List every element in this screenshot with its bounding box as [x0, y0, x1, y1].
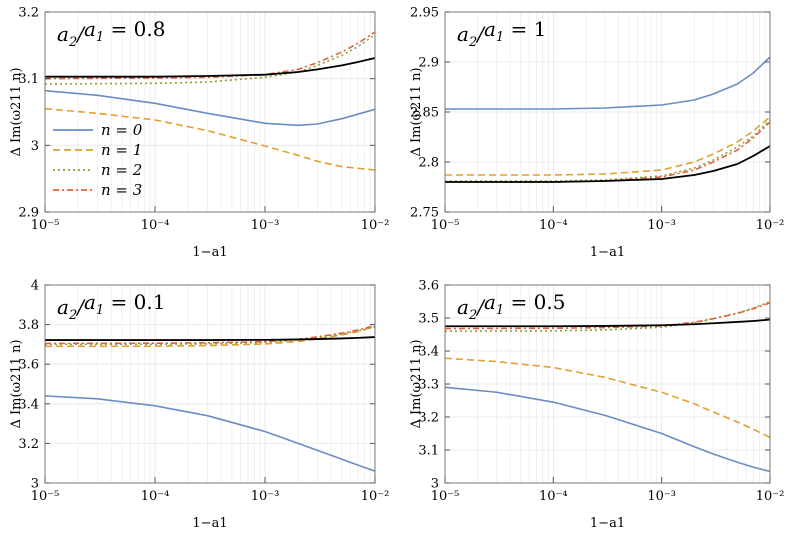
x-tick-label: 10⁻³ — [251, 218, 280, 233]
series-line-n3 — [445, 121, 771, 183]
series-line-n3 — [444, 302, 771, 330]
series-line-exact — [445, 145, 771, 183]
chart-panel-4: 3 3.1 3.2 3.3 3.4 3.5 3.6 10⁻⁵ 10⁻⁴ 10⁻³ 10⁻² 1−a1 Δ… — [409, 279, 784, 532]
series-line-n2 — [445, 119, 771, 182]
series-line-n0 — [445, 56, 771, 110]
y-tick-label: 2.75 — [410, 206, 439, 221]
series-line-n1 — [445, 116, 771, 176]
chart-panel-1: 2.9 3 3.1 3.2 10⁻⁵ 10⁻⁴ 10⁻³ 10⁻² 1−a1 Δ Im(ω211 … — [9, 6, 389, 261]
x-axis-label: 1−a1 — [590, 245, 625, 260]
x-tick-label: 10⁻⁵ — [31, 218, 60, 233]
series-line-n1 — [444, 357, 771, 439]
y-tick-label: 3 — [31, 477, 39, 492]
x-tick-label: 10⁻⁴ — [141, 218, 170, 233]
series-line-n0 — [44, 395, 376, 472]
chart-panel-2: 2.75 2.8 2.85 2.9 2.95 10⁻⁵ 10⁻⁴ 10⁻³ 10⁻² 1−a1 Δ … — [409, 6, 784, 261]
legend-label: n = 2 — [101, 161, 142, 179]
y-tick-label: 3 — [31, 139, 39, 154]
y-tick-label: 2.8 — [418, 156, 439, 171]
y-tick-label: 3.4 — [418, 345, 439, 360]
legend-label: n = 0 — [101, 121, 143, 139]
y-tick-label: 3.4 — [18, 397, 39, 412]
y-tick-label: 3.8 — [18, 318, 39, 333]
legend: n = 0 n = 1 n = 2 n = 3 — [53, 121, 143, 199]
legend-label: n = 1 — [101, 141, 142, 159]
legend-label: n = 3 — [101, 181, 142, 199]
y-axis-label: Δ Im(ω211 n) — [409, 339, 424, 428]
y-axis-label: Δ Im(ω211 n) — [409, 67, 424, 156]
y-tick-label: 3.6 — [418, 279, 439, 294]
series-line-n0 — [444, 386, 771, 473]
y-tick-label: 3.2 — [18, 437, 39, 452]
y-tick-label: 3.3 — [418, 378, 439, 393]
x-tick-label: 10⁻² — [361, 489, 390, 504]
x-tick-label: 10⁻⁵ — [431, 489, 460, 504]
y-tick-label: 3.2 — [18, 6, 39, 21]
series-line-exact — [45, 57, 376, 78]
x-tick-label: 10⁻² — [361, 218, 390, 233]
x-axis-label: 1−a1 — [590, 516, 625, 531]
series-line-exact — [445, 318, 771, 328]
y-tick-label: 3.1 — [418, 444, 439, 459]
panel-title: a2/a1 = 0.8 — [57, 17, 165, 50]
series-line-n2 — [444, 300, 771, 332]
x-tick-label: 10⁻⁵ — [31, 489, 60, 504]
x-axis-label: 1−a1 — [192, 516, 227, 531]
y-tick-label: 2.95 — [410, 6, 439, 21]
x-tick-label: 10⁻³ — [251, 489, 280, 504]
series-line-n1 — [44, 107, 376, 171]
y-tick-label: 3.6 — [18, 358, 39, 373]
panel-title: a2/a1 = 0.1 — [57, 290, 165, 323]
y-tick-label: 3.2 — [418, 411, 439, 426]
y-tick-label: 3.5 — [418, 312, 439, 327]
panel-title: a2/a1 = 0.5 — [457, 290, 565, 323]
x-tick-label: 10⁻⁴ — [141, 489, 170, 504]
chart-panel-3: 3 3.2 3.4 3.6 3.8 4 10⁻⁵ 10⁻⁴ 10⁻³ 10⁻² 1−a1 Δ Im(ω… — [9, 279, 389, 532]
plot-frame — [44, 11, 376, 213]
plot-frame — [44, 284, 376, 484]
y-tick-label: 4 — [31, 279, 39, 294]
series-line-n3 — [44, 31, 376, 80]
y-tick-label: 2.85 — [410, 106, 439, 121]
series-line-exact — [45, 336, 376, 341]
y-axis-label: Δ Im(ω211 n) — [9, 339, 24, 428]
y-tick-label: 2.9 — [418, 56, 439, 71]
y-tick-label: 3.1 — [18, 72, 39, 87]
panel-title: a2/a1 = 1 — [457, 17, 546, 50]
x-tick-label: 10⁻³ — [647, 489, 676, 504]
x-tick-label: 10⁻⁴ — [539, 489, 568, 504]
x-tick-label: 10⁻² — [756, 489, 785, 504]
series-line-n0 — [44, 89, 376, 127]
x-tick-label: 10⁻³ — [647, 218, 676, 233]
x-axis-label: 1−a1 — [192, 245, 227, 260]
x-tick-label: 10⁻⁵ — [431, 218, 460, 233]
x-tick-label: 10⁻² — [756, 218, 785, 233]
y-axis-label: Δ Im(ω211 n) — [9, 67, 24, 156]
x-tick-label: 10⁻⁴ — [539, 218, 568, 233]
y-tick-label: 2.9 — [18, 206, 39, 221]
series-line-n1 — [44, 325, 376, 348]
y-tick-label: 3 — [431, 477, 439, 492]
